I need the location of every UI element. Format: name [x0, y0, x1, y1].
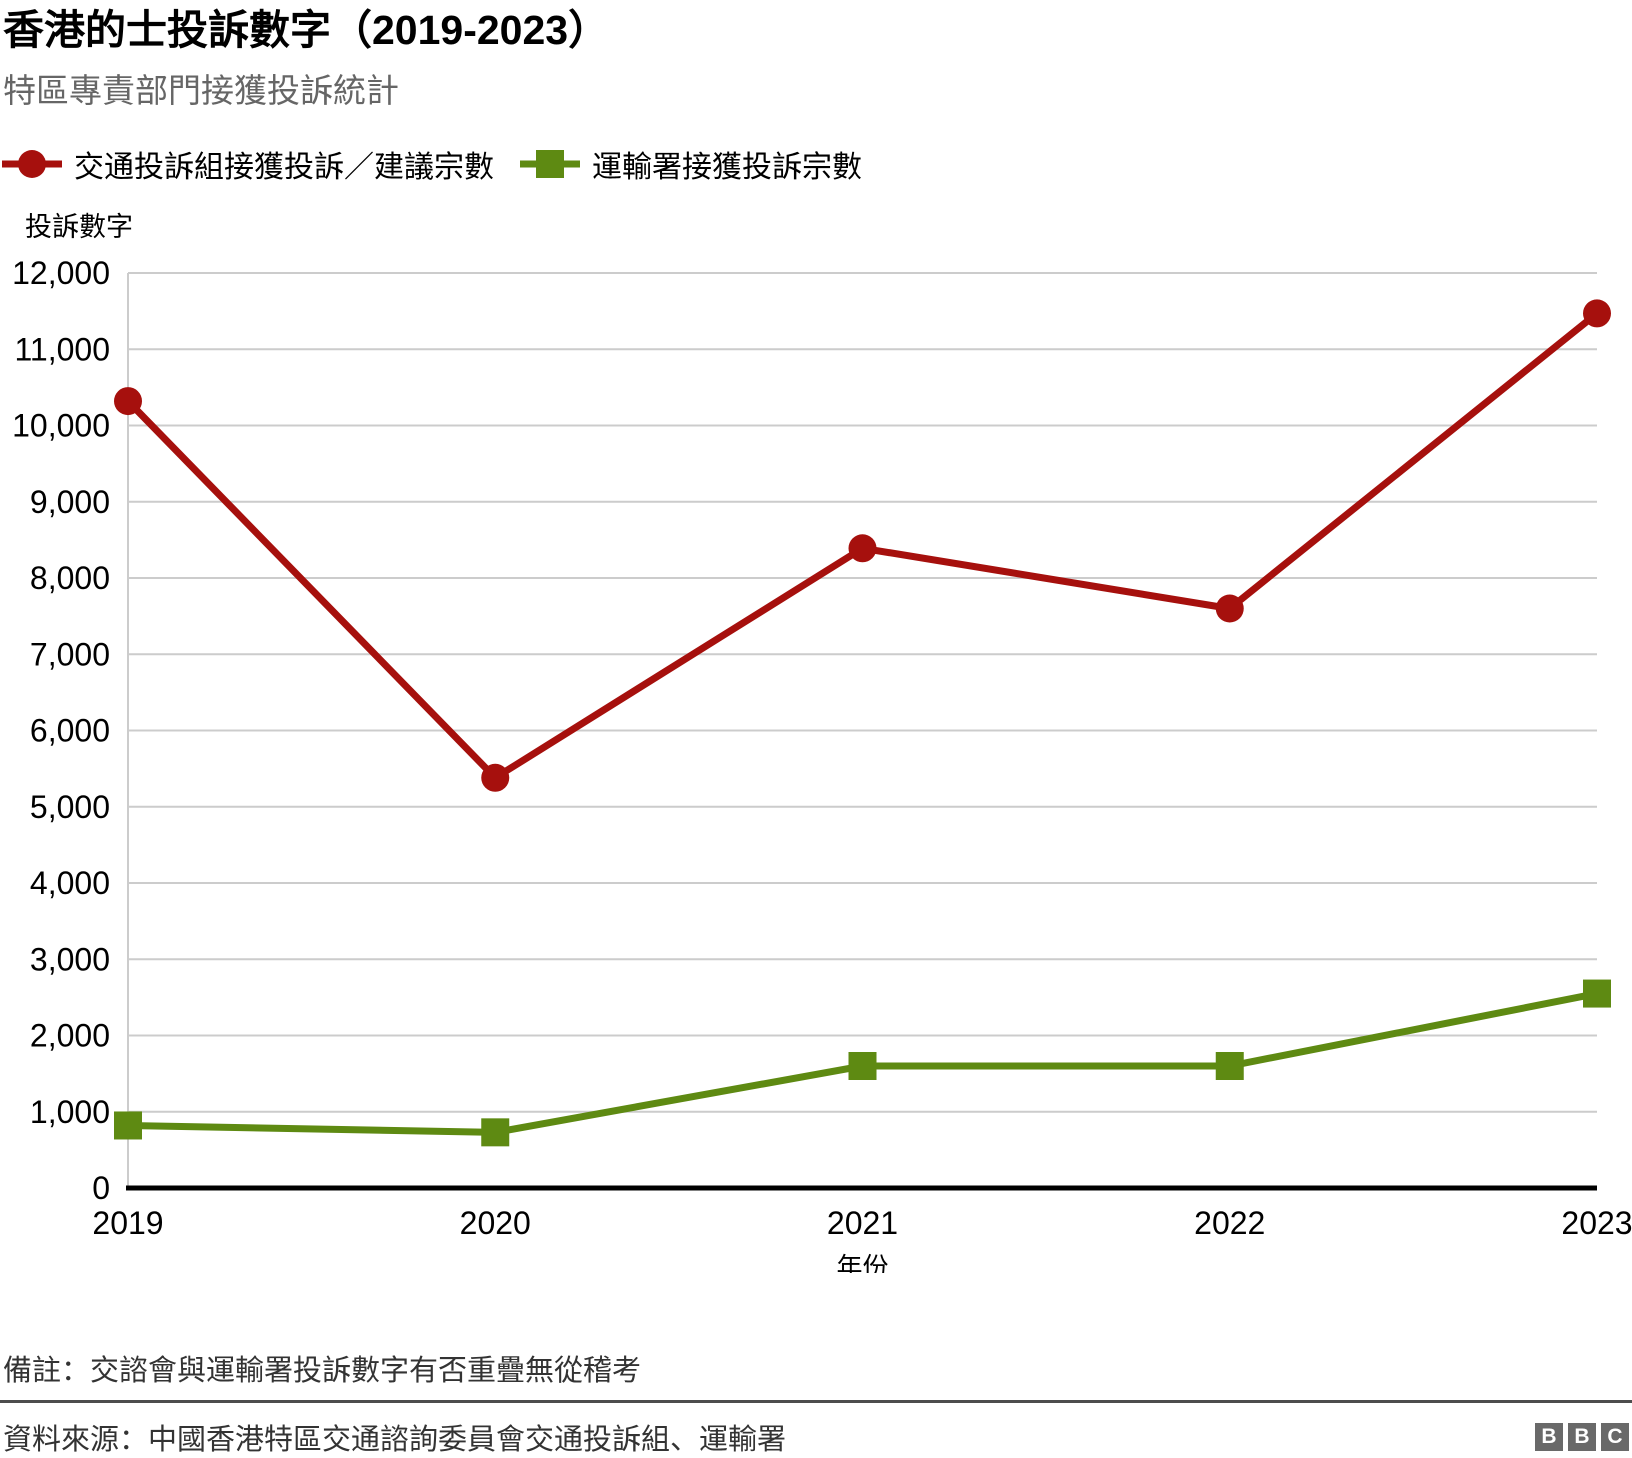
page-title: 香港的士投訴數字（2019-2023）	[3, 7, 610, 53]
y-tick-label: 9,000	[30, 484, 110, 520]
x-tick-label: 2021	[827, 1205, 898, 1241]
data-point	[848, 1052, 877, 1081]
legend-label-tcu: 交通投訴組接獲投訴／建議宗數	[74, 151, 494, 185]
data-point	[1583, 979, 1611, 1008]
page-subtitle: 特區專責部門接獲投訴統計	[3, 72, 399, 110]
y-tick-label: 3,000	[30, 942, 110, 978]
bbc-logo-letter: B	[1568, 1423, 1596, 1452]
data-point	[481, 764, 510, 793]
y-tick-label: 4,000	[30, 865, 110, 901]
y-tick-label: 6,000	[30, 713, 110, 749]
data-point	[1215, 594, 1244, 623]
bbc-logo: B B C	[1535, 1423, 1629, 1452]
bbc-logo-letter: B	[1535, 1423, 1563, 1452]
y-tick-label: 0	[92, 1170, 110, 1206]
x-axis-title: 年份	[836, 1252, 888, 1273]
chart-footer: 備註：交諮會與運輸署投訴數字有否重疊無從稽考 資料來源：中國香港特區交通諮詢委員…	[0, 1347, 1632, 1458]
legend-square	[536, 150, 564, 179]
legend-label-td: 運輸署接獲投訴宗數	[592, 151, 862, 185]
x-tick-label: 2023	[1561, 1205, 1632, 1241]
y-tick-label: 5,000	[30, 789, 110, 825]
line-square-marker-icon	[520, 150, 580, 179]
data-point	[1583, 299, 1611, 328]
legend-item-tcu: 交通投訴組接獲投訴／建議宗數	[2, 142, 494, 186]
line-circle-marker-icon	[2, 150, 62, 179]
x-tick-label: 2020	[460, 1205, 531, 1241]
y-tick-label: 8,000	[30, 560, 110, 596]
y-tick-label: 11,000	[15, 332, 111, 368]
legend-item-td: 運輸署接獲投訴宗數	[520, 142, 862, 186]
data-point	[481, 1118, 510, 1147]
x-tick-label: 2022	[1194, 1205, 1265, 1241]
chart-legend: 交通投訴組接獲投訴／建議宗數 運輸署接獲投訴宗數	[2, 142, 1632, 186]
footer-divider	[0, 1400, 1632, 1404]
footnote: 備註：交諮會與運輸署投訴數字有否重疊無從稽考	[3, 1355, 642, 1388]
y-axis-title: 投訴數字	[25, 212, 133, 242]
legend-circle	[18, 150, 46, 179]
line-chart: 投訴數字 0 1,000 2,000 3,000 4,000 5,000 6,000 7,000…	[12, 212, 1632, 1273]
y-tick-label: 10,000	[12, 408, 110, 444]
x-tick-label: 2019	[92, 1205, 163, 1241]
y-tick-label: 7,000	[30, 637, 110, 673]
y-tick-label: 12,000	[12, 255, 110, 291]
bbc-logo-letter: C	[1601, 1423, 1629, 1452]
source-text: 資料來源：中國香港特區交通諮詢委員會交通投訴組、運輸署	[3, 1424, 787, 1457]
data-point	[848, 534, 877, 563]
data-point	[114, 387, 142, 416]
data-point	[1215, 1052, 1244, 1081]
y-tick-label: 2,000	[30, 1018, 110, 1054]
chart-header: 香港的士投訴數字（2019-2023） 特區專責部門接獲投訴統計 交通投訴組接獲…	[0, 6, 1632, 186]
source-row: 資料來源：中國香港特區交通諮詢委員會交通投訴組、運輸署 B B C	[0, 1416, 1632, 1458]
data-point	[114, 1111, 142, 1140]
y-tick-label: 1,000	[30, 1094, 110, 1130]
